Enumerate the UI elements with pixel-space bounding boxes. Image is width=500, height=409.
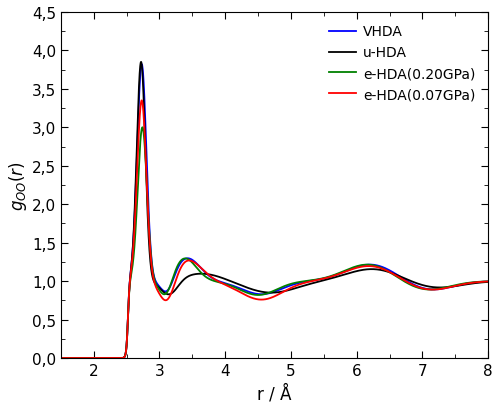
e-HDA(0.07GPa) [477,280,483,285]
VHDA [222,281,228,286]
u-HDA [240,284,246,289]
Legend: VHDA, u-HDA, e-HDA(0.20GPa), e-HDA(0.07GPa): VHDA, u-HDA, e-HDA(0.20GPa), e-HDA(0.07G… [323,20,482,108]
e-HDA(0.20GPa) [222,282,228,287]
u-HDA [431,285,437,290]
u-HDA [138,60,144,65]
e-HDA(0.07GPa) [138,99,144,103]
VHDA [240,288,246,292]
e-HDA(0.07GPa) [485,279,491,284]
e-HDA(0.20GPa) [485,279,491,284]
u-HDA [477,281,483,285]
e-HDA(0.07GPa) [132,218,138,223]
VHDA [431,287,437,292]
e-HDA(0.07GPa) [240,292,246,297]
e-HDA(0.20GPa) [58,356,64,361]
VHDA [132,206,138,211]
u-HDA [58,356,64,361]
VHDA [139,63,145,67]
e-HDA(0.20GPa) [140,126,145,130]
e-HDA(0.20GPa) [477,280,483,285]
e-HDA(0.20GPa) [132,237,138,242]
u-HDA [132,200,138,205]
e-HDA(0.07GPa) [106,356,112,361]
Line: e-HDA(0.20GPa): e-HDA(0.20GPa) [61,128,488,358]
Y-axis label: $g_{OO}(r)$: $g_{OO}(r)$ [7,161,29,210]
u-HDA [106,356,112,361]
VHDA [477,280,483,285]
u-HDA [222,277,228,282]
Line: e-HDA(0.07GPa): e-HDA(0.07GPa) [61,101,488,358]
Line: u-HDA: u-HDA [61,63,488,358]
VHDA [58,356,64,361]
e-HDA(0.20GPa) [240,289,246,294]
e-HDA(0.20GPa) [106,356,112,361]
e-HDA(0.07GPa) [431,288,437,292]
e-HDA(0.07GPa) [58,356,64,361]
X-axis label: r / Å: r / Å [258,384,292,402]
Line: VHDA: VHDA [61,65,488,358]
VHDA [106,356,112,361]
u-HDA [485,280,491,285]
e-HDA(0.20GPa) [431,287,437,292]
e-HDA(0.07GPa) [222,282,228,287]
VHDA [485,279,491,284]
